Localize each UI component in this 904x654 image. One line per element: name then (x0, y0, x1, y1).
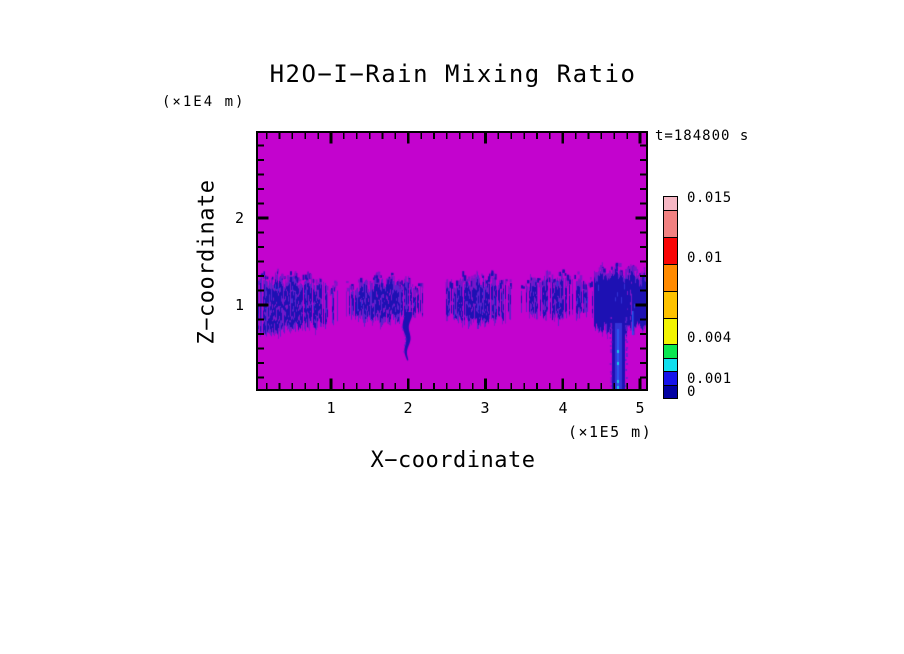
colorbar-tick-label: 0.015 (687, 190, 732, 206)
z-axis-label: Z−coordinate (194, 179, 220, 345)
colorbar-segment (664, 197, 677, 210)
z-tick-label: 2 (234, 209, 244, 227)
colorbar (663, 196, 678, 399)
colorbar-tick-label: 0.001 (687, 371, 732, 387)
z-axis-unit-label: (×1E4 m) (162, 94, 246, 110)
x-tick-label: 3 (480, 399, 490, 417)
x-axis-label: X−coordinate (370, 448, 536, 473)
time-label: t=184800 s (655, 128, 750, 144)
colorbar-segment (664, 318, 677, 344)
x-tick-label: 1 (326, 399, 336, 417)
colorbar-segment (664, 358, 677, 371)
plot-title: H2O−I−Rain Mixing Ratio (269, 60, 637, 88)
colorbar-segment (664, 210, 677, 237)
heatmap-plot-area (256, 131, 648, 391)
colorbar-segment (664, 385, 677, 398)
x-tick-label: 5 (635, 399, 645, 417)
x-axis-unit-label: (×1E5 m) (568, 423, 653, 441)
colorbar-segment (664, 291, 677, 318)
z-tick-label: 1 (234, 296, 244, 314)
colorbar-segment (664, 371, 677, 385)
colorbar-tick-label: 0 (687, 384, 696, 400)
colorbar-segment (664, 237, 677, 264)
x-tick-label: 4 (558, 399, 568, 417)
x-tick-label: 2 (403, 399, 413, 417)
colorbar-tick-label: 0.004 (687, 330, 732, 346)
colorbar-segment (664, 344, 677, 358)
colorbar-tick-label: 0.01 (687, 250, 723, 266)
colorbar-segment (664, 264, 677, 291)
